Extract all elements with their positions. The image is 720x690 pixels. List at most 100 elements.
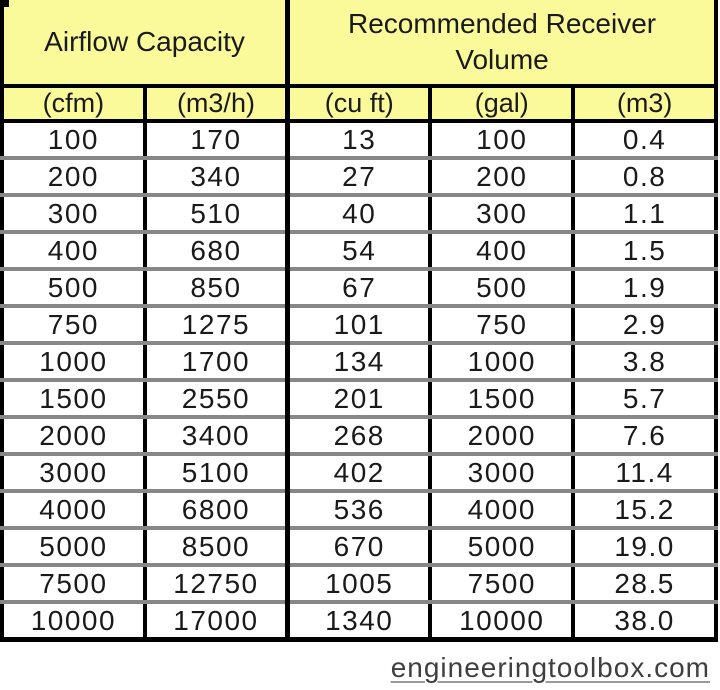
table-row: 7500 12750 1005 7500 28.5 [2,565,716,604]
cell-cfm: 1500 [2,380,145,419]
cell-cuft: 13 [285,121,431,160]
cell-gal: 300 [428,195,574,234]
cell-cfm: 5000 [2,528,145,567]
table-row: 100 170 13 100 0.4 [2,121,716,160]
cell-cfm: 100 [2,121,145,160]
table-row: 200 340 27 200 0.8 [2,158,716,197]
table-row: 750 1275 101 750 2.9 [2,306,716,345]
cell-cuft: 54 [285,232,431,271]
cell-cfm: 750 [2,306,145,345]
table-row: 2000 3400 268 2000 7.6 [2,417,716,456]
cell-cuft: 67 [285,269,431,308]
cell-cuft: 101 [285,306,431,345]
cell-m3: 38.0 [571,602,716,640]
cell-gal: 750 [428,306,574,345]
cell-cfm: 2000 [2,417,145,456]
cell-m3h: 170 [142,121,288,160]
table-row: 500 850 67 500 1.9 [2,269,716,308]
group-header-recommended-receiver-volume: Recommended Receiver Volume [285,0,716,88]
cell-cfm: 200 [2,158,145,197]
cell-gal: 5000 [428,528,574,567]
cell-m3: 7.6 [571,417,716,456]
cell-cuft: 201 [285,380,431,419]
cell-m3h: 1275 [142,306,288,345]
cell-cuft: 268 [285,417,431,456]
table-row: 3000 5100 402 3000 11.4 [2,454,716,493]
table-row: 1500 2550 201 1500 5.7 [2,380,716,419]
cell-m3: 15.2 [571,491,716,530]
cell-m3h: 1700 [142,343,288,382]
engineeringtoolbox-credit-link[interactable]: engineeringtoolbox.com [390,652,710,683]
cell-cfm: 1000 [2,343,145,382]
group-header-label: Airflow Capacity [44,26,245,57]
cell-m3h: 680 [142,232,288,271]
cell-gal: 7500 [428,565,574,604]
group-header-label: Recommended Receiver Volume [347,8,657,75]
column-header-cuft: (cu ft) [285,86,431,123]
cell-cfm: 300 [2,195,145,234]
table-row: 10000 17000 1340 10000 38.0 [2,602,716,640]
group-header-row: Airflow Capacity Recommended Receiver Vo… [2,0,716,88]
cell-cfm: 400 [2,232,145,271]
cell-cfm: 10000 [2,602,145,640]
cell-m3: 1.1 [571,195,716,234]
cell-m3h: 510 [142,195,288,234]
cell-cfm: 500 [2,269,145,308]
group-header-airflow-capacity: Airflow Capacity [2,0,288,88]
column-header-m3h: (m3/h) [142,86,288,123]
cell-m3: 1.5 [571,232,716,271]
cell-m3h: 2550 [142,380,288,419]
cell-cuft: 536 [285,491,431,530]
cell-gal: 1000 [428,343,574,382]
cell-cuft: 40 [285,195,431,234]
cell-cfm: 4000 [2,491,145,530]
cell-m3h: 6800 [142,491,288,530]
cell-m3h: 8500 [142,528,288,567]
cell-m3: 19.0 [571,528,716,567]
cell-m3: 3.8 [571,343,716,382]
cell-m3h: 850 [142,269,288,308]
cell-m3h: 17000 [142,602,288,640]
column-header-m3: (m3) [571,86,716,123]
cell-gal: 400 [428,232,574,271]
cell-gal: 3000 [428,454,574,493]
cell-gal: 500 [428,269,574,308]
cell-cuft: 27 [285,158,431,197]
cell-m3h: 3400 [142,417,288,456]
column-header-gal: (gal) [428,86,574,123]
cell-m3: 0.8 [571,158,716,197]
table-row: 5000 8500 670 5000 19.0 [2,528,716,567]
corner-mark [0,0,9,7]
cell-gal: 10000 [428,602,574,640]
footer: engineeringtoolbox.com [0,642,720,690]
cell-gal: 4000 [428,491,574,530]
cell-cfm: 7500 [2,565,145,604]
cell-m3: 2.9 [571,306,716,345]
column-header-cfm: (cfm) [2,86,145,123]
cell-m3h: 12750 [142,565,288,604]
cell-gal: 2000 [428,417,574,456]
table-row: 4000 6800 536 4000 15.2 [2,491,716,530]
table-header: Airflow Capacity Recommended Receiver Vo… [2,0,716,123]
cell-m3: 28.5 [571,565,716,604]
cell-cuft: 134 [285,343,431,382]
cell-cuft: 1005 [285,565,431,604]
cell-cuft: 402 [285,454,431,493]
cell-cfm: 3000 [2,454,145,493]
cell-m3: 0.4 [571,121,716,160]
cell-gal: 1500 [428,380,574,419]
cell-m3: 5.7 [571,380,716,419]
cell-cuft: 1340 [285,602,431,640]
table-row: 400 680 54 400 1.5 [2,232,716,271]
cell-m3: 11.4 [571,454,716,493]
unit-header-row: (cfm) (m3/h) (cu ft) (gal) (m3) [2,86,716,123]
table-row: 1000 1700 134 1000 3.8 [2,343,716,382]
cell-m3h: 5100 [142,454,288,493]
cell-m3h: 340 [142,158,288,197]
cell-cuft: 670 [285,528,431,567]
cell-gal: 100 [428,121,574,160]
airflow-receiver-table: Airflow Capacity Recommended Receiver Vo… [0,0,718,642]
cell-m3: 1.9 [571,269,716,308]
cell-gal: 200 [428,158,574,197]
